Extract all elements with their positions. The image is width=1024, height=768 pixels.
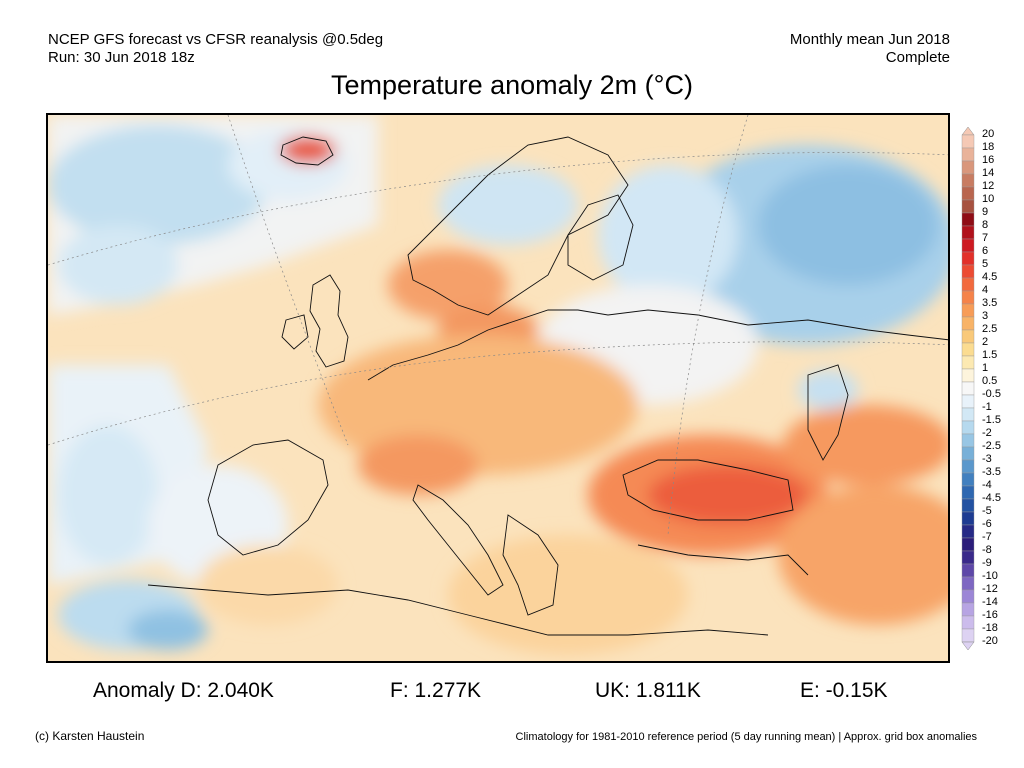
colorbar-tick-label: -1 xyxy=(982,401,992,413)
colorbar-cell xyxy=(961,472,975,487)
colorbar-cell xyxy=(961,563,975,578)
colorbar-tick-label: -4 xyxy=(982,479,992,491)
colorbar-tick-label: -9 xyxy=(982,557,992,569)
colorbar-tick-label: 8 xyxy=(982,219,989,231)
colorbar-cell xyxy=(961,511,975,526)
colorbar-cell xyxy=(961,212,975,227)
header-period: Monthly mean Jun 2018 xyxy=(789,31,950,48)
colorbar-tick-label: -4.5 xyxy=(982,492,1001,504)
colorbar-cell xyxy=(961,433,975,448)
colorbar-tick-label: -20 xyxy=(982,635,998,647)
colorbar-extend-min xyxy=(961,641,975,651)
colorbar-cell xyxy=(961,316,975,331)
colorbar-tick-label: 3.5 xyxy=(982,297,998,309)
colorbar-tick-label: 6 xyxy=(982,245,989,257)
colorbar-cell xyxy=(961,589,975,604)
stat-france: F: 1.277K xyxy=(390,679,482,702)
colorbar-tick-label: 1 xyxy=(982,362,989,374)
colorbar-cell xyxy=(961,277,975,292)
colorbar-cell xyxy=(961,576,975,591)
colorbar-cell xyxy=(961,524,975,539)
header-model-info: NCEP GFS forecast vs CFSR reanalysis @0.… xyxy=(48,31,384,48)
colorbar-tick-label: 20 xyxy=(982,128,995,140)
colorbar-cell xyxy=(961,147,975,162)
colorbar-tick-label: 4 xyxy=(982,284,989,296)
colorbar-tick-label: 2.5 xyxy=(982,323,998,335)
climatology-note: Climatology for 1981-2010 reference peri… xyxy=(515,731,977,743)
colorbar-cell xyxy=(961,537,975,552)
colorbar-extend-max xyxy=(961,127,975,136)
colorbar-tick-label: 16 xyxy=(982,154,995,166)
colorbar-tick-label: -12 xyxy=(982,583,998,595)
colorbar-tick-label: 18 xyxy=(982,141,995,153)
colorbar-cell xyxy=(961,381,975,396)
stat-germany: Anomaly D: 2.040K xyxy=(93,679,274,702)
colorbar-tick-label: -5 xyxy=(982,505,992,517)
colorbar-cell xyxy=(961,160,975,175)
colorbar-tick-label: -16 xyxy=(982,609,998,621)
colorbar-cell xyxy=(961,225,975,240)
colorbar-cell xyxy=(961,446,975,461)
header-run-info: Run: 30 Jun 2018 18z xyxy=(48,49,195,66)
colorbar-cell xyxy=(961,329,975,344)
colorbar-cell xyxy=(961,355,975,370)
colorbar-cell xyxy=(961,394,975,409)
colorbar-cell xyxy=(961,238,975,253)
graticule xyxy=(48,115,948,536)
colorbar-tick-label: -18 xyxy=(982,622,998,634)
colorbar-tick-label: 14 xyxy=(982,167,995,179)
anomaly-map xyxy=(46,113,950,663)
colorbar-cell xyxy=(961,459,975,474)
copyright: (c) Karsten Haustein xyxy=(35,729,145,743)
colorbar-tick-label: -2.5 xyxy=(982,440,1001,452)
coastlines xyxy=(147,136,948,636)
colorbar-tick-label: -8 xyxy=(982,544,992,556)
colorbar-cell xyxy=(961,615,975,630)
colorbar-tick-label: 3 xyxy=(982,310,989,322)
map-title: Temperature anomaly 2m (°C) xyxy=(331,70,693,100)
colorbar-tick-label: -7 xyxy=(982,531,992,543)
header-status: Complete xyxy=(885,49,950,66)
colorbar-cell xyxy=(961,550,975,565)
stat-uk: UK: 1.811K xyxy=(595,679,701,702)
colorbar-tick-label: 7 xyxy=(982,232,989,244)
colorbar-tick-label: -14 xyxy=(982,596,998,608)
colorbar-tick-label: 4.5 xyxy=(982,271,998,283)
colorbar-cell xyxy=(961,342,975,357)
colorbar-cell xyxy=(961,628,975,643)
colorbar-cell xyxy=(961,134,975,149)
colorbar-tick-label: -3.5 xyxy=(982,466,1001,478)
colorbar-cell xyxy=(961,420,975,435)
colorbar-tick-label: -1.5 xyxy=(982,414,1001,426)
colorbar-cell xyxy=(961,498,975,513)
colorbar-cell xyxy=(961,186,975,201)
colorbar-tick-label: -3 xyxy=(982,453,992,465)
colorbar-cell xyxy=(961,368,975,383)
colorbar-tick-label: 5 xyxy=(982,258,989,270)
anomaly-map-canvas xyxy=(48,115,948,661)
colorbar-tick-label: 10 xyxy=(982,193,995,205)
colorbar-tick-label: -10 xyxy=(982,570,998,582)
colorbar-cell xyxy=(961,485,975,500)
colorbar-cell xyxy=(961,173,975,188)
colorbar-cell xyxy=(961,251,975,266)
stat-spain: E: -0.15K xyxy=(800,679,888,702)
colorbar-tick-label: 9 xyxy=(982,206,989,218)
colorbar xyxy=(961,127,975,651)
colorbar-cell xyxy=(961,264,975,279)
colorbar-tick-label: 12 xyxy=(982,180,995,192)
colorbar-cell xyxy=(961,602,975,617)
colorbar-tick-label: 1.5 xyxy=(982,349,998,361)
colorbar-tick-label: 0.5 xyxy=(982,375,998,387)
colorbar-tick-label: -0.5 xyxy=(982,388,1001,400)
colorbar-tick-label: -6 xyxy=(982,518,992,530)
colorbar-cell xyxy=(961,290,975,305)
colorbar-cell xyxy=(961,407,975,422)
colorbar-cell xyxy=(961,199,975,214)
colorbar-cell xyxy=(961,303,975,318)
colorbar-tick-label: 2 xyxy=(982,336,989,348)
colorbar-tick-label: -2 xyxy=(982,427,992,439)
